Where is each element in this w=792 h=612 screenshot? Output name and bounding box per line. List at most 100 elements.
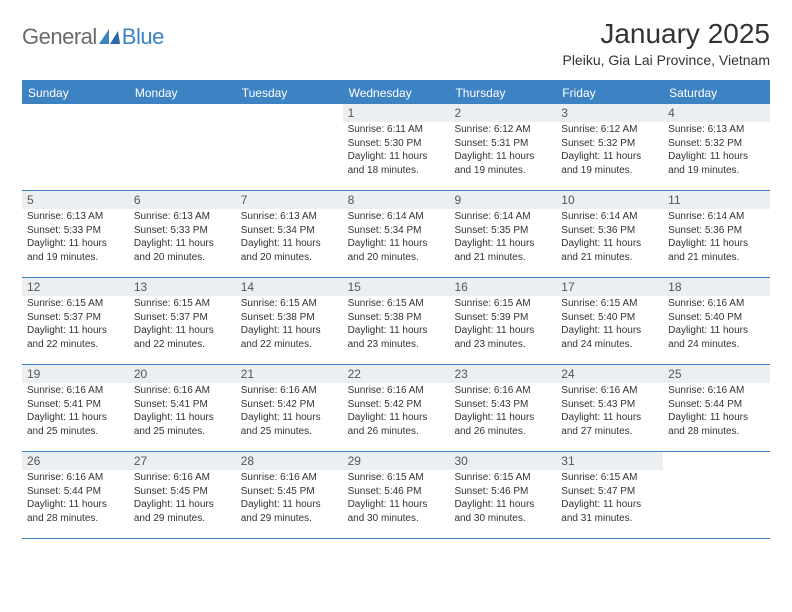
logo: General Blue [22, 24, 164, 50]
sunset-line: Sunset: 5:46 PM [454, 485, 551, 499]
day-number: 13 [129, 278, 236, 296]
sunrise-line: Sunrise: 6:14 AM [454, 210, 551, 224]
daylight-line: Daylight: 11 hours and 25 minutes. [134, 411, 231, 438]
day-header: Monday [129, 82, 236, 104]
day-number: 28 [236, 452, 343, 470]
sunrise-line: Sunrise: 6:15 AM [27, 297, 124, 311]
sunset-line: Sunset: 5:31 PM [454, 137, 551, 151]
sunset-line: Sunset: 5:36 PM [561, 224, 658, 238]
sunrise-line: Sunrise: 6:13 AM [134, 210, 231, 224]
day-body: Sunrise: 6:13 AMSunset: 5:33 PMDaylight:… [22, 209, 129, 267]
day-cell: 18Sunrise: 6:16 AMSunset: 5:40 PMDayligh… [663, 278, 770, 364]
day-header: Friday [556, 82, 663, 104]
day-body: Sunrise: 6:15 AMSunset: 5:38 PMDaylight:… [236, 296, 343, 354]
blank-cell [663, 452, 770, 538]
logo-word-blue: Blue [122, 24, 164, 50]
daylight-line: Daylight: 11 hours and 21 minutes. [668, 237, 765, 264]
day-cell: 23Sunrise: 6:16 AMSunset: 5:43 PMDayligh… [449, 365, 556, 451]
logo-word-general: General [22, 24, 97, 50]
day-number: 9 [449, 191, 556, 209]
day-header: Tuesday [236, 82, 343, 104]
sunset-line: Sunset: 5:42 PM [348, 398, 445, 412]
week-row: 5Sunrise: 6:13 AMSunset: 5:33 PMDaylight… [22, 191, 770, 278]
day-number: 21 [236, 365, 343, 383]
daylight-line: Daylight: 11 hours and 19 minutes. [668, 150, 765, 177]
day-body: Sunrise: 6:16 AMSunset: 5:41 PMDaylight:… [22, 383, 129, 441]
sunset-line: Sunset: 5:36 PM [668, 224, 765, 238]
sunset-line: Sunset: 5:32 PM [561, 137, 658, 151]
daylight-line: Daylight: 11 hours and 25 minutes. [27, 411, 124, 438]
day-cell: 1Sunrise: 6:11 AMSunset: 5:30 PMDaylight… [343, 104, 450, 190]
daylight-line: Daylight: 11 hours and 23 minutes. [348, 324, 445, 351]
day-number: 27 [129, 452, 236, 470]
day-cell: 17Sunrise: 6:15 AMSunset: 5:40 PMDayligh… [556, 278, 663, 364]
day-header-row: SundayMondayTuesdayWednesdayThursdayFrid… [22, 82, 770, 104]
day-body: Sunrise: 6:14 AMSunset: 5:36 PMDaylight:… [663, 209, 770, 267]
sunrise-line: Sunrise: 6:16 AM [348, 384, 445, 398]
sunrise-line: Sunrise: 6:13 AM [27, 210, 124, 224]
sunset-line: Sunset: 5:37 PM [27, 311, 124, 325]
day-body: Sunrise: 6:14 AMSunset: 5:36 PMDaylight:… [556, 209, 663, 267]
day-cell: 3Sunrise: 6:12 AMSunset: 5:32 PMDaylight… [556, 104, 663, 190]
sunset-line: Sunset: 5:37 PM [134, 311, 231, 325]
day-number: 7 [236, 191, 343, 209]
daylight-line: Daylight: 11 hours and 22 minutes. [134, 324, 231, 351]
sunrise-line: Sunrise: 6:16 AM [27, 384, 124, 398]
daylight-line: Daylight: 11 hours and 24 minutes. [668, 324, 765, 351]
daylight-line: Daylight: 11 hours and 28 minutes. [668, 411, 765, 438]
blank-cell [129, 104, 236, 190]
sunset-line: Sunset: 5:38 PM [241, 311, 338, 325]
day-number: 16 [449, 278, 556, 296]
daylight-line: Daylight: 11 hours and 26 minutes. [348, 411, 445, 438]
day-cell: 15Sunrise: 6:15 AMSunset: 5:38 PMDayligh… [343, 278, 450, 364]
week-row: 19Sunrise: 6:16 AMSunset: 5:41 PMDayligh… [22, 365, 770, 452]
day-number: 20 [129, 365, 236, 383]
day-cell: 28Sunrise: 6:16 AMSunset: 5:45 PMDayligh… [236, 452, 343, 538]
daylight-line: Daylight: 11 hours and 30 minutes. [348, 498, 445, 525]
day-body: Sunrise: 6:16 AMSunset: 5:45 PMDaylight:… [129, 470, 236, 528]
sunset-line: Sunset: 5:35 PM [454, 224, 551, 238]
day-number: 1 [343, 104, 450, 122]
sunset-line: Sunset: 5:43 PM [561, 398, 658, 412]
sunrise-line: Sunrise: 6:16 AM [454, 384, 551, 398]
day-body: Sunrise: 6:16 AMSunset: 5:45 PMDaylight:… [236, 470, 343, 528]
sunset-line: Sunset: 5:34 PM [241, 224, 338, 238]
sunrise-line: Sunrise: 6:13 AM [668, 123, 765, 137]
day-cell: 5Sunrise: 6:13 AMSunset: 5:33 PMDaylight… [22, 191, 129, 277]
day-body: Sunrise: 6:15 AMSunset: 5:40 PMDaylight:… [556, 296, 663, 354]
day-cell: 16Sunrise: 6:15 AMSunset: 5:39 PMDayligh… [449, 278, 556, 364]
sunset-line: Sunset: 5:43 PM [454, 398, 551, 412]
day-number: 23 [449, 365, 556, 383]
day-number: 15 [343, 278, 450, 296]
day-body: Sunrise: 6:15 AMSunset: 5:46 PMDaylight:… [343, 470, 450, 528]
calendar: SundayMondayTuesdayWednesdayThursdayFrid… [22, 80, 770, 539]
day-number: 31 [556, 452, 663, 470]
day-number: 19 [22, 365, 129, 383]
sunrise-line: Sunrise: 6:16 AM [668, 384, 765, 398]
day-number: 30 [449, 452, 556, 470]
day-cell: 7Sunrise: 6:13 AMSunset: 5:34 PMDaylight… [236, 191, 343, 277]
day-cell: 31Sunrise: 6:15 AMSunset: 5:47 PMDayligh… [556, 452, 663, 538]
day-body: Sunrise: 6:15 AMSunset: 5:37 PMDaylight:… [129, 296, 236, 354]
day-cell: 4Sunrise: 6:13 AMSunset: 5:32 PMDaylight… [663, 104, 770, 190]
sunset-line: Sunset: 5:46 PM [348, 485, 445, 499]
week-row: 1Sunrise: 6:11 AMSunset: 5:30 PMDaylight… [22, 104, 770, 191]
sunrise-line: Sunrise: 6:16 AM [134, 471, 231, 485]
day-cell: 6Sunrise: 6:13 AMSunset: 5:33 PMDaylight… [129, 191, 236, 277]
day-header: Saturday [663, 82, 770, 104]
daylight-line: Daylight: 11 hours and 29 minutes. [134, 498, 231, 525]
day-number: 25 [663, 365, 770, 383]
day-cell: 27Sunrise: 6:16 AMSunset: 5:45 PMDayligh… [129, 452, 236, 538]
daylight-line: Daylight: 11 hours and 21 minutes. [454, 237, 551, 264]
daylight-line: Daylight: 11 hours and 20 minutes. [134, 237, 231, 264]
sunset-line: Sunset: 5:38 PM [348, 311, 445, 325]
sunrise-line: Sunrise: 6:16 AM [241, 471, 338, 485]
location: Pleiku, Gia Lai Province, Vietnam [562, 52, 770, 68]
day-body: Sunrise: 6:16 AMSunset: 5:44 PMDaylight:… [663, 383, 770, 441]
daylight-line: Daylight: 11 hours and 26 minutes. [454, 411, 551, 438]
day-body: Sunrise: 6:15 AMSunset: 5:39 PMDaylight:… [449, 296, 556, 354]
sunset-line: Sunset: 5:41 PM [27, 398, 124, 412]
day-cell: 9Sunrise: 6:14 AMSunset: 5:35 PMDaylight… [449, 191, 556, 277]
sunset-line: Sunset: 5:33 PM [27, 224, 124, 238]
daylight-line: Daylight: 11 hours and 24 minutes. [561, 324, 658, 351]
